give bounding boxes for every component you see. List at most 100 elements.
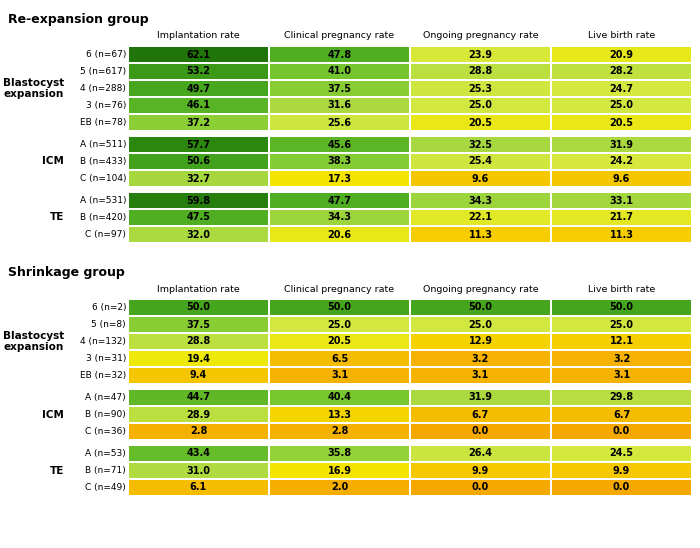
Text: TE: TE <box>50 465 64 476</box>
Bar <box>129 171 268 186</box>
Text: B (n=420): B (n=420) <box>80 213 126 222</box>
Text: B (n=90): B (n=90) <box>85 410 126 419</box>
Bar <box>552 480 691 495</box>
Text: C (n=97): C (n=97) <box>85 230 126 239</box>
Bar <box>129 98 268 113</box>
Text: 26.4: 26.4 <box>468 448 493 459</box>
Bar <box>270 227 409 242</box>
Text: 32.7: 32.7 <box>186 174 211 184</box>
Bar <box>129 64 268 79</box>
Text: B (n=71): B (n=71) <box>85 466 126 475</box>
Bar <box>270 407 409 422</box>
Text: 3 (n=31): 3 (n=31) <box>85 354 126 363</box>
Bar <box>411 446 550 461</box>
Text: EB (n=78): EB (n=78) <box>80 118 126 127</box>
Bar <box>411 390 550 405</box>
Bar <box>552 137 691 152</box>
Bar <box>129 300 268 315</box>
Text: Blastocyst
expansion: Blastocyst expansion <box>3 330 64 352</box>
Text: Implantation rate: Implantation rate <box>157 284 240 294</box>
Text: 6.7: 6.7 <box>613 409 630 420</box>
Bar <box>270 210 409 225</box>
Text: Re-expansion group: Re-expansion group <box>8 13 148 26</box>
Text: 9.6: 9.6 <box>472 174 489 184</box>
Bar <box>129 390 268 405</box>
Bar <box>270 446 409 461</box>
Text: 47.5: 47.5 <box>186 213 211 222</box>
Text: 20.6: 20.6 <box>328 230 351 239</box>
Text: 53.2: 53.2 <box>186 66 211 77</box>
Text: 28.8: 28.8 <box>186 336 211 346</box>
Bar <box>270 81 409 96</box>
Text: 29.8: 29.8 <box>610 392 634 402</box>
Text: 46.1: 46.1 <box>186 100 211 111</box>
Text: 3.2: 3.2 <box>613 353 630 363</box>
Bar <box>270 390 409 405</box>
Bar <box>411 227 550 242</box>
Text: 62.1: 62.1 <box>186 49 211 60</box>
Text: 25.4: 25.4 <box>468 157 493 167</box>
Bar <box>270 351 409 366</box>
Text: 25.0: 25.0 <box>328 319 351 329</box>
Bar <box>129 368 268 383</box>
Text: 0.0: 0.0 <box>613 426 630 437</box>
Text: 23.9: 23.9 <box>468 49 493 60</box>
Text: Live birth rate: Live birth rate <box>588 284 655 294</box>
Text: 9.9: 9.9 <box>472 465 489 476</box>
Text: Ongoing pregnancy rate: Ongoing pregnancy rate <box>423 31 538 41</box>
Text: 49.7: 49.7 <box>186 83 211 94</box>
Text: 25.0: 25.0 <box>610 319 634 329</box>
Text: Clinical pregnancy rate: Clinical pregnancy rate <box>284 284 395 294</box>
Bar <box>411 210 550 225</box>
Text: 50.0: 50.0 <box>328 302 351 312</box>
Text: 11.3: 11.3 <box>468 230 493 239</box>
Text: 31.0: 31.0 <box>186 465 211 476</box>
Text: 28.2: 28.2 <box>610 66 634 77</box>
Bar <box>411 334 550 349</box>
Bar <box>411 154 550 169</box>
Text: 6.7: 6.7 <box>472 409 489 420</box>
Text: 25.6: 25.6 <box>328 117 351 128</box>
Bar <box>270 137 409 152</box>
Bar <box>552 463 691 478</box>
Text: 50.0: 50.0 <box>186 302 211 312</box>
Text: 9.4: 9.4 <box>190 370 207 380</box>
Text: 25.0: 25.0 <box>610 100 634 111</box>
Text: 37.2: 37.2 <box>186 117 211 128</box>
Text: ICM: ICM <box>42 409 64 420</box>
Text: 37.5: 37.5 <box>328 83 351 94</box>
Text: EB (n=32): EB (n=32) <box>80 371 126 380</box>
Text: 5 (n=617): 5 (n=617) <box>80 67 126 76</box>
Bar <box>552 424 691 439</box>
Bar <box>129 317 268 332</box>
Bar <box>270 317 409 332</box>
Text: Live birth rate: Live birth rate <box>588 31 655 41</box>
Bar <box>552 47 691 62</box>
Text: 31.9: 31.9 <box>610 140 634 150</box>
Text: 0.0: 0.0 <box>472 482 489 493</box>
Bar <box>270 171 409 186</box>
Text: 28.9: 28.9 <box>186 409 211 420</box>
Bar <box>129 227 268 242</box>
Text: C (n=36): C (n=36) <box>85 427 126 436</box>
Bar <box>411 300 550 315</box>
Bar <box>129 47 268 62</box>
Bar <box>129 154 268 169</box>
Text: 5 (n=8): 5 (n=8) <box>92 320 126 329</box>
Text: C (n=104): C (n=104) <box>80 174 126 183</box>
Bar <box>552 368 691 383</box>
Text: 6 (n=2): 6 (n=2) <box>92 303 126 312</box>
Text: 32.0: 32.0 <box>186 230 211 239</box>
Text: 13.3: 13.3 <box>328 409 351 420</box>
Bar <box>411 424 550 439</box>
Text: 0.0: 0.0 <box>472 426 489 437</box>
Bar <box>552 154 691 169</box>
Bar <box>270 47 409 62</box>
Bar <box>270 334 409 349</box>
Text: 47.7: 47.7 <box>328 196 351 206</box>
Bar <box>129 193 268 208</box>
Text: 25.0: 25.0 <box>468 319 493 329</box>
Text: 6 (n=67): 6 (n=67) <box>85 50 126 59</box>
Bar <box>552 227 691 242</box>
Text: Ongoing pregnancy rate: Ongoing pregnancy rate <box>423 284 538 294</box>
